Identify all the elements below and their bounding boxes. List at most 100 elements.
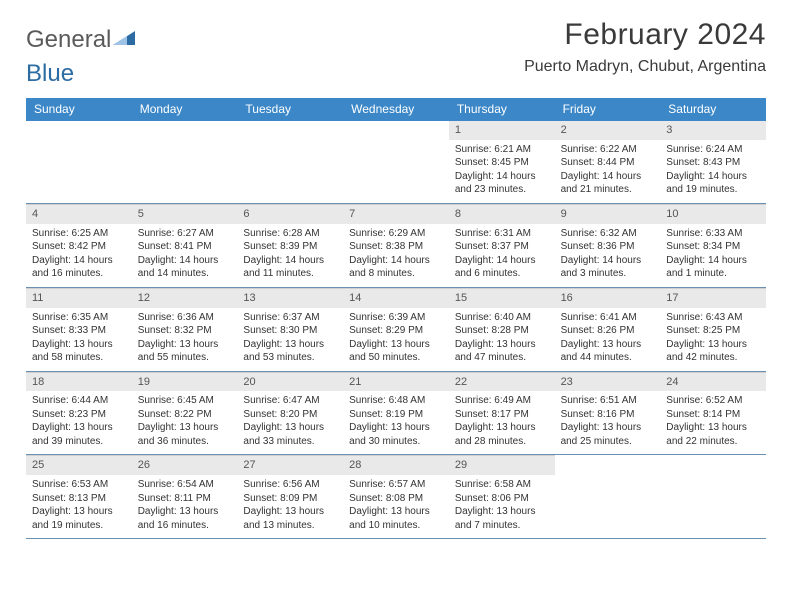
cell-body: Sunrise: 6:27 AMSunset: 8:41 PMDaylight:… <box>132 224 238 287</box>
cell-line: Sunset: 8:36 PM <box>561 240 655 254</box>
cell-line: Sunrise: 6:56 AM <box>243 478 337 492</box>
cell-line: Daylight: 14 hours and 16 minutes. <box>32 254 126 281</box>
calendar-week: 1Sunrise: 6:21 AMSunset: 8:45 PMDaylight… <box>26 121 766 204</box>
cell-body: Sunrise: 6:35 AMSunset: 8:33 PMDaylight:… <box>26 308 132 371</box>
calendar-cell: 5Sunrise: 6:27 AMSunset: 8:41 PMDaylight… <box>132 204 238 287</box>
cell-line: Sunset: 8:26 PM <box>561 324 655 338</box>
cell-body: Sunrise: 6:47 AMSunset: 8:20 PMDaylight:… <box>237 391 343 454</box>
cell-line: Sunrise: 6:25 AM <box>32 227 126 241</box>
day-number: 26 <box>132 455 238 475</box>
calendar-cell: 22Sunrise: 6:49 AMSunset: 8:17 PMDayligh… <box>449 372 555 455</box>
calendar-cell: 12Sunrise: 6:36 AMSunset: 8:32 PMDayligh… <box>132 288 238 371</box>
cell-line: Daylight: 14 hours and 8 minutes. <box>349 254 443 281</box>
cell-body: Sunrise: 6:49 AMSunset: 8:17 PMDaylight:… <box>449 391 555 454</box>
calendar-cell: 9Sunrise: 6:32 AMSunset: 8:36 PMDaylight… <box>555 204 661 287</box>
cell-body: Sunrise: 6:24 AMSunset: 8:43 PMDaylight:… <box>660 140 766 203</box>
dayhead-wed: Wednesday <box>343 98 449 121</box>
calendar-week: 18Sunrise: 6:44 AMSunset: 8:23 PMDayligh… <box>26 372 766 456</box>
day-number: 20 <box>237 372 343 392</box>
location-label: Puerto Madryn, Chubut, Argentina <box>524 58 766 76</box>
cell-line: Sunset: 8:11 PM <box>138 492 232 506</box>
brand-triangle-icon <box>113 26 135 54</box>
calendar-cell <box>660 455 766 538</box>
day-number: 16 <box>555 288 661 308</box>
cell-line: Sunset: 8:16 PM <box>561 408 655 422</box>
day-number <box>555 455 661 474</box>
cell-body: Sunrise: 6:51 AMSunset: 8:16 PMDaylight:… <box>555 391 661 454</box>
calendar-cell: 2Sunrise: 6:22 AMSunset: 8:44 PMDaylight… <box>555 121 661 203</box>
cell-body <box>343 140 449 149</box>
cell-body <box>237 140 343 149</box>
cell-line: Sunset: 8:20 PM <box>243 408 337 422</box>
calendar: Sunday Monday Tuesday Wednesday Thursday… <box>26 98 766 539</box>
cell-body: Sunrise: 6:56 AMSunset: 8:09 PMDaylight:… <box>237 475 343 538</box>
dayhead-tue: Tuesday <box>237 98 343 121</box>
cell-line: Sunrise: 6:27 AM <box>138 227 232 241</box>
cell-line: Sunset: 8:32 PM <box>138 324 232 338</box>
cell-line: Sunrise: 6:39 AM <box>349 311 443 325</box>
cell-line: Sunrise: 6:45 AM <box>138 394 232 408</box>
brand-logo: General <box>26 18 135 54</box>
calendar-cell: 25Sunrise: 6:53 AMSunset: 8:13 PMDayligh… <box>26 455 132 538</box>
calendar-cell <box>555 455 661 538</box>
cell-line: Sunrise: 6:47 AM <box>243 394 337 408</box>
cell-line: Sunrise: 6:54 AM <box>138 478 232 492</box>
cell-body: Sunrise: 6:41 AMSunset: 8:26 PMDaylight:… <box>555 308 661 371</box>
day-number: 18 <box>26 372 132 392</box>
cell-line: Sunrise: 6:29 AM <box>349 227 443 241</box>
day-number: 27 <box>237 455 343 475</box>
cell-line: Sunset: 8:42 PM <box>32 240 126 254</box>
cell-line: Sunrise: 6:57 AM <box>349 478 443 492</box>
day-number: 6 <box>237 204 343 224</box>
cell-line: Daylight: 14 hours and 21 minutes. <box>561 170 655 197</box>
cell-line: Daylight: 13 hours and 44 minutes. <box>561 338 655 365</box>
cell-line: Sunset: 8:08 PM <box>349 492 443 506</box>
cell-line: Daylight: 13 hours and 47 minutes. <box>455 338 549 365</box>
day-number: 21 <box>343 372 449 392</box>
cell-line: Sunset: 8:13 PM <box>32 492 126 506</box>
cell-body: Sunrise: 6:21 AMSunset: 8:45 PMDaylight:… <box>449 140 555 203</box>
cell-line: Daylight: 14 hours and 14 minutes. <box>138 254 232 281</box>
cell-line: Daylight: 14 hours and 19 minutes. <box>666 170 760 197</box>
cell-body: Sunrise: 6:44 AMSunset: 8:23 PMDaylight:… <box>26 391 132 454</box>
cell-body: Sunrise: 6:33 AMSunset: 8:34 PMDaylight:… <box>660 224 766 287</box>
cell-line: Daylight: 13 hours and 19 minutes. <box>32 505 126 532</box>
calendar-cell <box>26 121 132 203</box>
brand-part2: Blue <box>26 60 74 88</box>
cell-line: Sunset: 8:37 PM <box>455 240 549 254</box>
day-number: 17 <box>660 288 766 308</box>
cell-line: Sunset: 8:14 PM <box>666 408 760 422</box>
cell-line: Daylight: 13 hours and 58 minutes. <box>32 338 126 365</box>
cell-body: Sunrise: 6:39 AMSunset: 8:29 PMDaylight:… <box>343 308 449 371</box>
calendar-cell: 11Sunrise: 6:35 AMSunset: 8:33 PMDayligh… <box>26 288 132 371</box>
cell-line: Sunset: 8:22 PM <box>138 408 232 422</box>
cell-line: Daylight: 13 hours and 30 minutes. <box>349 421 443 448</box>
cell-line: Sunset: 8:41 PM <box>138 240 232 254</box>
cell-line: Sunrise: 6:31 AM <box>455 227 549 241</box>
cell-body <box>555 474 661 483</box>
day-number <box>26 121 132 140</box>
calendar-week: 4Sunrise: 6:25 AMSunset: 8:42 PMDaylight… <box>26 204 766 288</box>
day-number: 24 <box>660 372 766 392</box>
day-number: 22 <box>449 372 555 392</box>
day-number: 19 <box>132 372 238 392</box>
day-number: 7 <box>343 204 449 224</box>
day-number: 23 <box>555 372 661 392</box>
cell-line: Sunrise: 6:58 AM <box>455 478 549 492</box>
cell-line: Sunset: 8:30 PM <box>243 324 337 338</box>
cell-line: Sunrise: 6:40 AM <box>455 311 549 325</box>
cell-line: Daylight: 13 hours and 10 minutes. <box>349 505 443 532</box>
calendar-cell: 15Sunrise: 6:40 AMSunset: 8:28 PMDayligh… <box>449 288 555 371</box>
cell-line: Sunrise: 6:53 AM <box>32 478 126 492</box>
title-block: February 2024 Puerto Madryn, Chubut, Arg… <box>524 18 766 76</box>
day-number: 28 <box>343 455 449 475</box>
cell-line: Sunrise: 6:35 AM <box>32 311 126 325</box>
cell-line: Sunset: 8:09 PM <box>243 492 337 506</box>
cell-line: Daylight: 13 hours and 22 minutes. <box>666 421 760 448</box>
calendar-cell: 6Sunrise: 6:28 AMSunset: 8:39 PMDaylight… <box>237 204 343 287</box>
cell-line: Sunrise: 6:33 AM <box>666 227 760 241</box>
calendar-cell: 1Sunrise: 6:21 AMSunset: 8:45 PMDaylight… <box>449 121 555 203</box>
cell-line: Sunset: 8:06 PM <box>455 492 549 506</box>
cell-body: Sunrise: 6:54 AMSunset: 8:11 PMDaylight:… <box>132 475 238 538</box>
cell-line: Daylight: 13 hours and 53 minutes. <box>243 338 337 365</box>
